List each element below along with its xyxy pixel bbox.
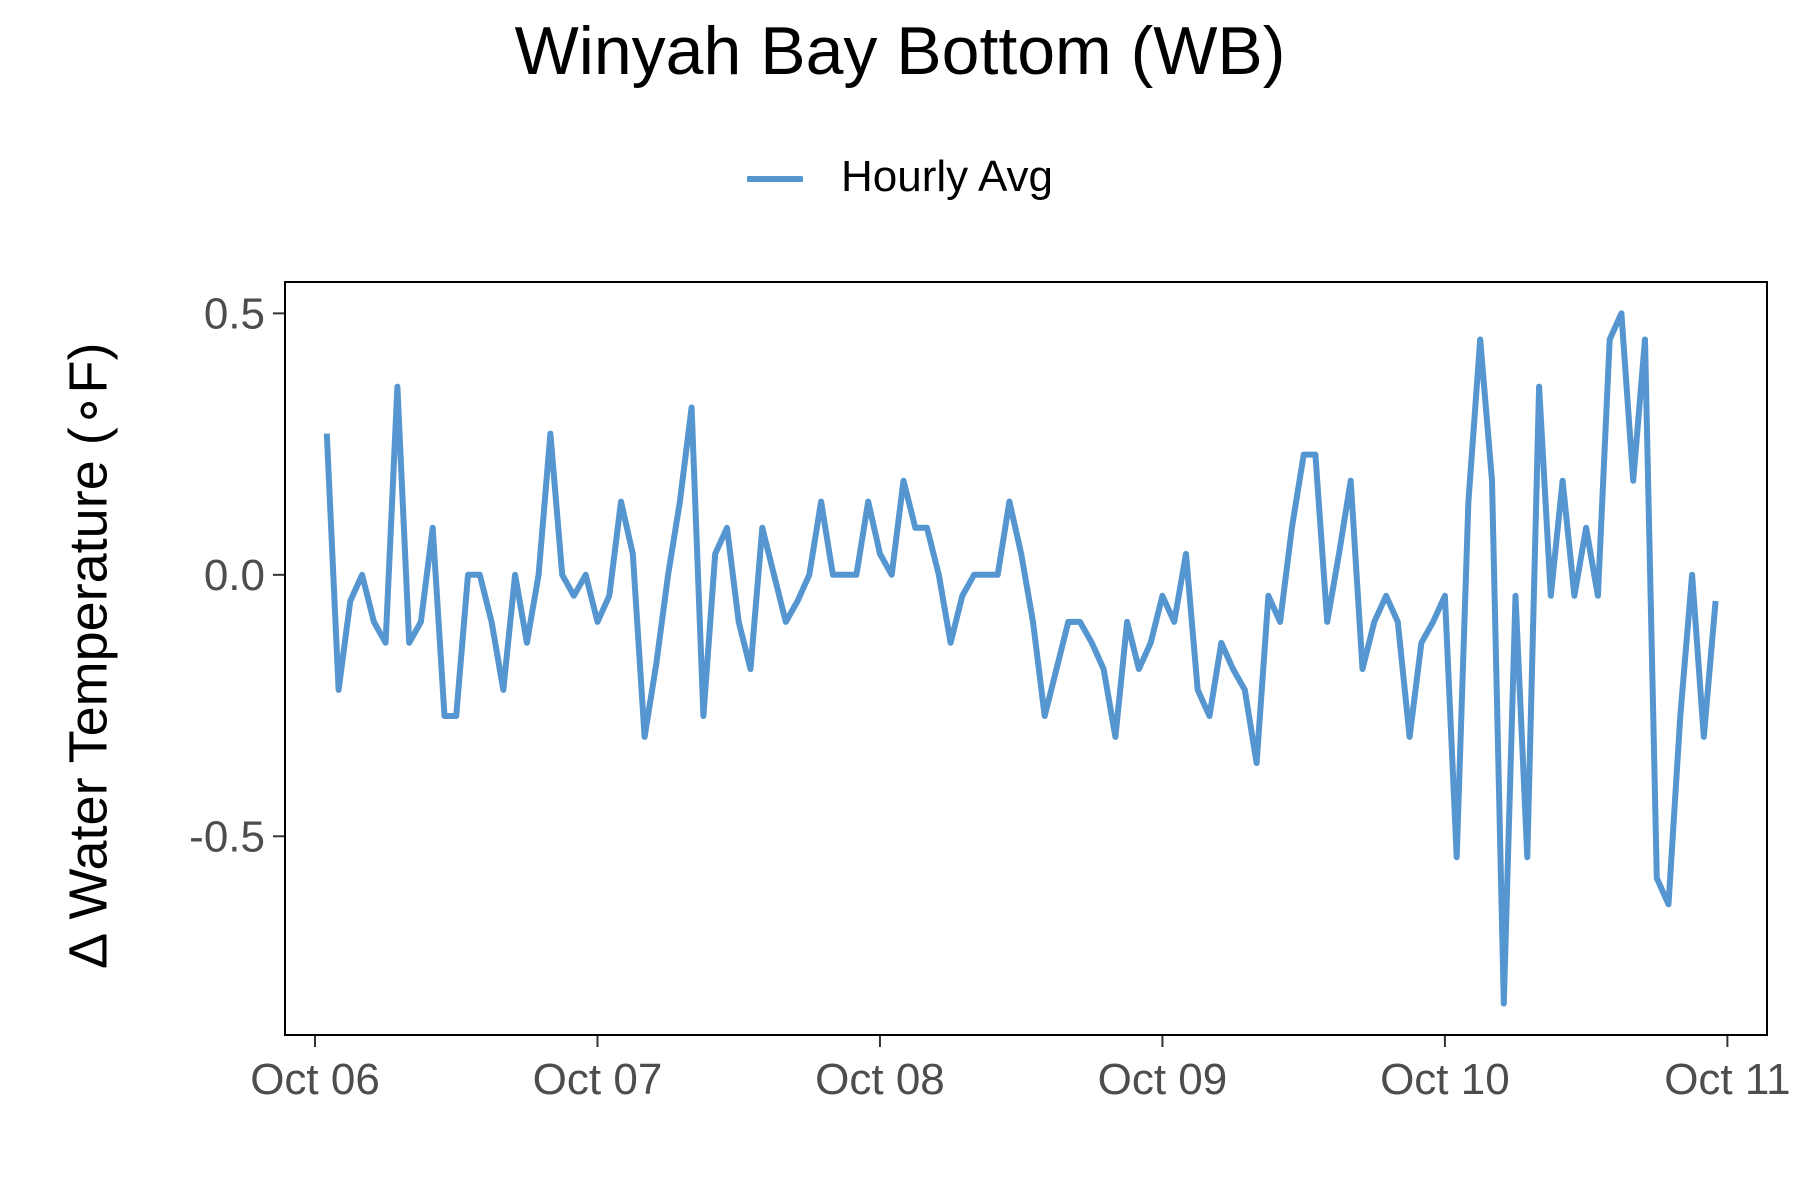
legend: Hourly Avg <box>0 152 1800 202</box>
x-tick-label: Oct 07 <box>533 1055 663 1104</box>
series-layer <box>323 310 1719 1007</box>
legend-label: Hourly Avg <box>841 152 1053 201</box>
x-tick-label: Oct 09 <box>1098 1055 1228 1104</box>
x-tick-label: Oct 11 <box>1664 1055 1790 1104</box>
panel-frame <box>284 281 1768 1036</box>
x-tick-label: Oct 08 <box>815 1055 945 1104</box>
y-tick-label: 0.5 <box>204 289 265 338</box>
chart-title: Winyah Bay Bottom (WB) <box>514 13 1286 89</box>
legend-line-swatch <box>747 176 804 183</box>
y-tick-label: -0.5 <box>189 812 265 861</box>
series-line-hourly-avg <box>323 310 1719 1007</box>
x-tick-label: Oct 10 <box>1380 1055 1510 1104</box>
x-tick-label: Oct 06 <box>250 1055 380 1104</box>
axis-layer: Oct 06 Oct 07 Oct 08 Oct 09 Oct 10 Oct 11 0.5 0… <box>189 289 1790 1104</box>
y-tick-label: 0.0 <box>204 551 265 600</box>
